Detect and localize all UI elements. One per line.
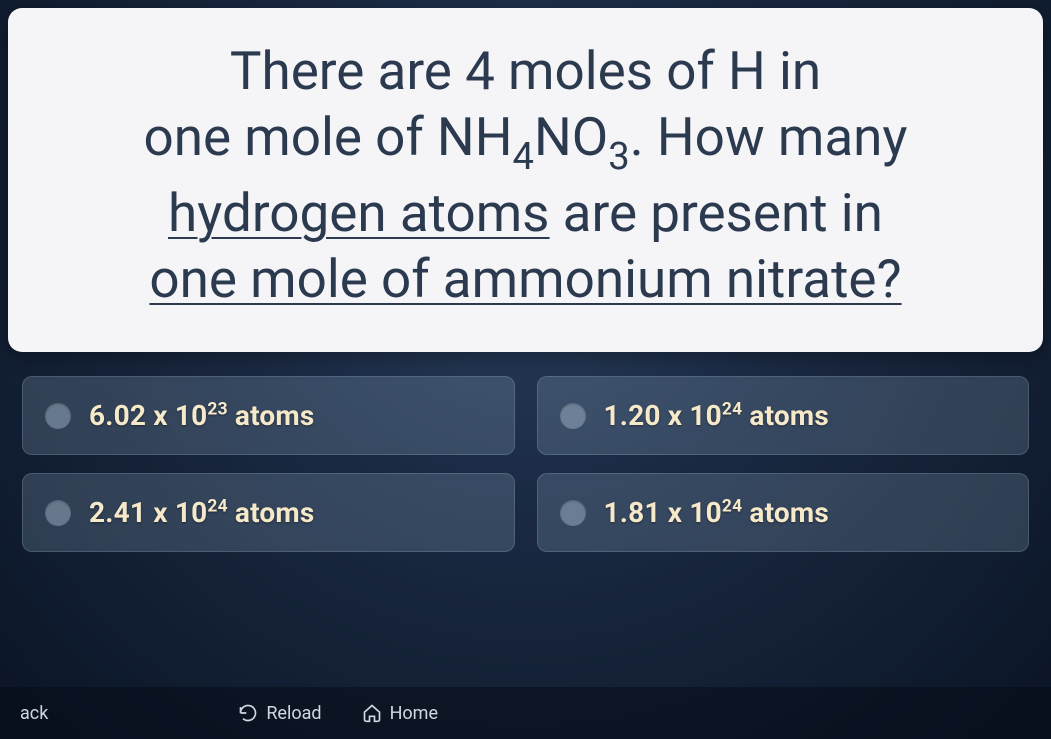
answer-c-unit: atoms — [235, 496, 315, 529]
home-icon — [362, 703, 382, 723]
answer-a-text: 6.02 x 1023 atoms — [89, 399, 314, 432]
question-line2-post: . How many — [630, 106, 908, 168]
answer-grid: 6.02 x 1023 atoms 1.20 x 1024 atoms 2.41… — [0, 352, 1051, 562]
radio-icon — [45, 403, 71, 429]
radio-icon — [45, 500, 71, 526]
answer-d-exp: 24 — [722, 497, 742, 517]
answer-c-coeff: 2.41 — [89, 496, 146, 529]
question-line4-ul: one mole of ammonium nitrate? — [149, 248, 901, 310]
answer-a-unit: atoms — [235, 399, 315, 432]
question-line3-ul: hydrogen atoms — [168, 182, 549, 244]
back-button-partial[interactable]: ack — [20, 703, 48, 724]
answer-b-text: 1.20 x 1024 atoms — [604, 399, 829, 432]
bottom-bar: ack Reload Home — [0, 687, 1051, 739]
answer-a-exp: 23 — [207, 400, 227, 420]
question-line3-post: are present in — [550, 182, 883, 244]
answer-option-b[interactable]: 1.20 x 1024 atoms — [537, 376, 1030, 455]
question-text: There are 4 moles of H in one mole of NH… — [32, 38, 1019, 312]
answer-c-text: 2.41 x 1024 atoms — [89, 496, 314, 529]
answer-b-coeff: 1.20 — [604, 399, 661, 432]
answer-d-coeff: 1.81 — [604, 496, 661, 529]
question-line1: There are 4 moles of H in — [230, 40, 821, 102]
question-sub2: 3 — [608, 135, 629, 179]
answer-d-text: 1.81 x 1024 atoms — [604, 496, 829, 529]
home-label: Home — [390, 703, 438, 724]
answer-option-d[interactable]: 1.81 x 1024 atoms — [537, 473, 1030, 552]
question-line2-mid: NO — [534, 106, 608, 168]
radio-icon — [560, 403, 586, 429]
reload-icon — [238, 703, 258, 723]
answer-b-unit: atoms — [749, 399, 829, 432]
home-button[interactable]: Home — [362, 703, 438, 724]
answer-option-a[interactable]: 6.02 x 1023 atoms — [22, 376, 515, 455]
radio-icon — [560, 500, 586, 526]
answer-option-c[interactable]: 2.41 x 1024 atoms — [22, 473, 515, 552]
question-card: There are 4 moles of H in one mole of NH… — [8, 8, 1043, 352]
answer-d-unit: atoms — [749, 496, 829, 529]
reload-label: Reload — [266, 703, 321, 724]
question-sub1: 4 — [513, 135, 534, 179]
question-line2-pre: one mole of NH — [144, 106, 513, 168]
reload-button[interactable]: Reload — [238, 703, 321, 724]
answer-a-coeff: 6.02 — [89, 399, 146, 432]
answer-c-exp: 24 — [207, 497, 227, 517]
answer-b-exp: 24 — [722, 400, 742, 420]
